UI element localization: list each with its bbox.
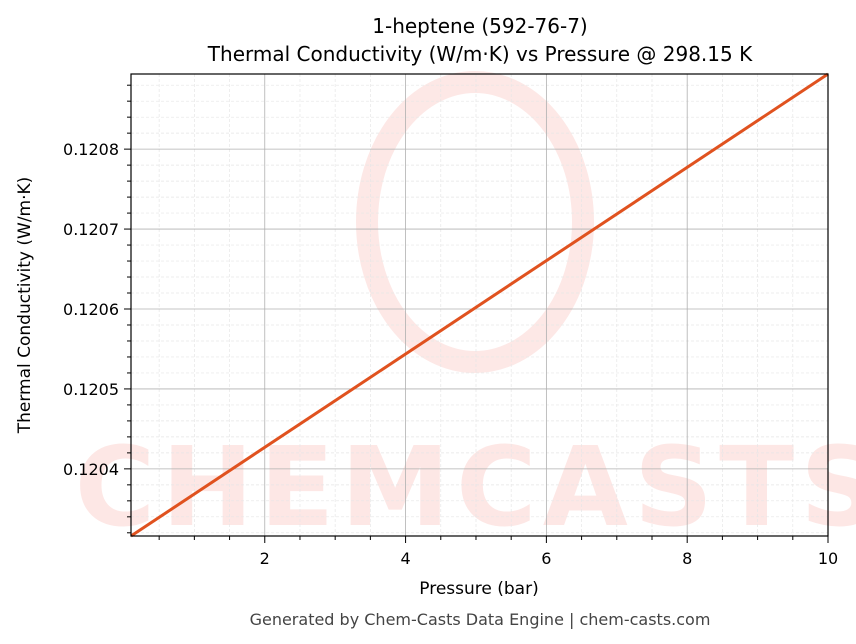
y-tick-label: 0.1206: [63, 300, 119, 319]
plot-frame: [130, 73, 829, 537]
x-tick-label: 6: [541, 549, 551, 568]
x-tick-label: 8: [682, 549, 692, 568]
chart-subtitle: Thermal Conductivity (W/m·K) vs Pressure…: [207, 42, 753, 66]
x-tick-label: 10: [818, 549, 838, 568]
y-axis-label: Thermal Conductivity (W/m·K): [15, 177, 35, 435]
x-tick-label: 2: [260, 549, 270, 568]
chart-title: 1-heptene (592-76-7): [372, 14, 588, 38]
y-tick-label: 0.1205: [63, 380, 119, 399]
x-axis-label: Pressure (bar): [419, 579, 538, 599]
footer-credit: Generated by Chem-Casts Data Engine | ch…: [250, 610, 711, 629]
watermark-logo: CHEMCASTS: [75, 71, 856, 551]
y-tick-label: 0.1207: [63, 220, 119, 239]
series-line: [130, 72, 829, 538]
svg-text:CHEMCASTS: CHEMCASTS: [75, 423, 856, 551]
x-tick-label: 4: [400, 549, 410, 568]
y-tick-label: 0.1208: [63, 140, 119, 159]
y-tick-label: 0.1204: [63, 460, 119, 479]
